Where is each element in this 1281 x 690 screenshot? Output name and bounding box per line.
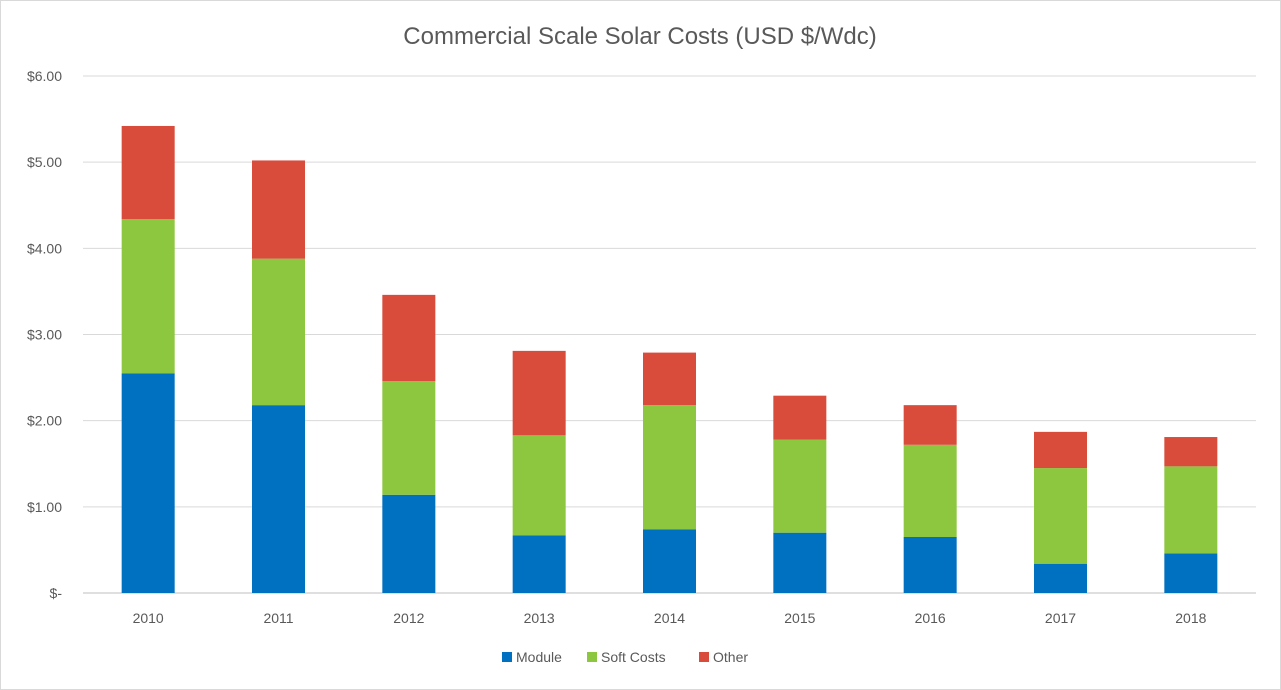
bar-soft-costs-2015 <box>773 439 827 533</box>
bar-other-2012 <box>382 294 436 382</box>
bar-other-2010 <box>121 125 175 220</box>
legend-swatch <box>502 652 512 662</box>
bar-module-2011 <box>252 405 305 593</box>
bar-module-2015 <box>773 532 827 593</box>
bar-module-2012 <box>382 494 436 593</box>
x-tick-label: 2012 <box>393 610 424 626</box>
bar-module-2013 <box>512 535 566 593</box>
x-tick-label: 2013 <box>524 610 555 626</box>
bar-other-2013 <box>512 350 566 436</box>
x-tick-label: 2011 <box>263 610 293 626</box>
x-tick-label: 2014 <box>654 610 685 626</box>
bar-other-2016 <box>903 405 957 445</box>
legend-label: Module <box>516 649 562 665</box>
bar-other-2018 <box>1164 437 1218 467</box>
legend-swatch <box>587 652 597 662</box>
bar-soft-costs-2013 <box>512 435 566 536</box>
x-tick-label: 2010 <box>133 610 164 626</box>
bar-soft-costs-2018 <box>1164 466 1218 554</box>
legend-swatch <box>699 652 709 662</box>
legend-label: Other <box>713 649 748 665</box>
bar-module-2016 <box>903 536 957 593</box>
x-tick-label: 2016 <box>915 610 946 626</box>
bar-other-2014 <box>643 352 696 406</box>
bar-module-2018 <box>1164 553 1218 593</box>
x-tick-label: 2015 <box>784 610 815 626</box>
y-tick-label: $- <box>50 585 63 601</box>
y-tick-label: $4.00 <box>27 240 62 256</box>
bar-other-2011 <box>252 160 305 259</box>
bar-soft-costs-2011 <box>252 258 305 406</box>
x-tick-label: 2018 <box>1175 610 1206 626</box>
bar-module-2014 <box>643 529 696 593</box>
y-tick-label: $6.00 <box>27 68 62 84</box>
bar-module-2017 <box>1034 563 1087 593</box>
bar-other-2017 <box>1034 431 1087 469</box>
x-tick-label: 2017 <box>1045 610 1076 626</box>
bar-other-2015 <box>773 395 827 440</box>
legend-label: Soft Costs <box>601 649 666 665</box>
bar-soft-costs-2017 <box>1034 468 1087 564</box>
bar-soft-costs-2010 <box>121 219 175 374</box>
y-tick-label: $3.00 <box>27 327 62 343</box>
y-tick-label: $1.00 <box>27 499 62 515</box>
bar-module-2010 <box>121 373 175 593</box>
bar-soft-costs-2012 <box>382 381 436 495</box>
chart-title: Commercial Scale Solar Costs (USD $/Wdc) <box>403 23 876 50</box>
bar-soft-costs-2014 <box>643 405 696 530</box>
y-tick-label: $2.00 <box>27 413 62 429</box>
y-tick-label: $5.00 <box>27 154 62 170</box>
bar-soft-costs-2016 <box>903 444 957 537</box>
